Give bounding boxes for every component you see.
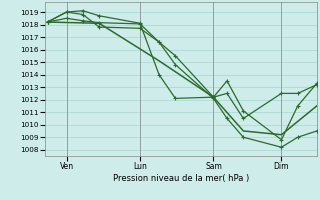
X-axis label: Pression niveau de la mer( hPa ): Pression niveau de la mer( hPa ): [113, 174, 249, 183]
